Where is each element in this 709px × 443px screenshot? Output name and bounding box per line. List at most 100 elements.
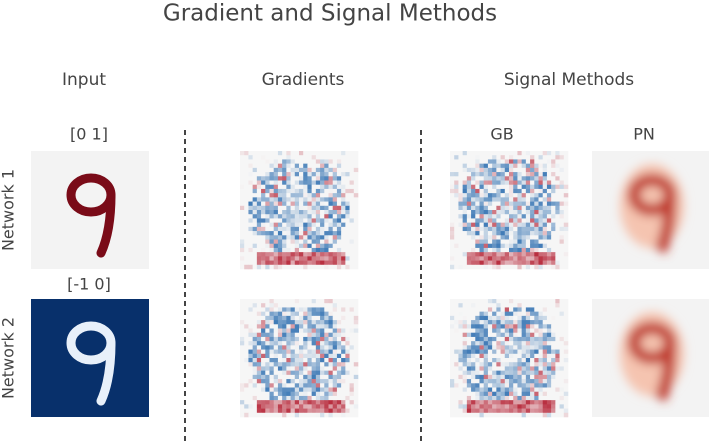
pixel	[273, 235, 279, 240]
pixel	[551, 299, 556, 304]
pixel	[261, 231, 266, 236]
pixel	[294, 252, 300, 257]
pixel	[534, 151, 539, 156]
pixel	[290, 231, 296, 236]
pixel	[538, 320, 544, 325]
pixel	[517, 155, 522, 160]
pixel	[492, 404, 497, 409]
pixel	[504, 231, 510, 236]
pixel	[345, 362, 350, 367]
pixel	[525, 332, 531, 338]
pixel	[324, 324, 329, 329]
pixel	[248, 151, 253, 156]
pixel	[479, 341, 485, 346]
pixel	[299, 176, 304, 181]
pixel	[311, 193, 317, 198]
pixel	[509, 315, 514, 321]
pixel	[475, 172, 480, 177]
pixel	[261, 341, 266, 346]
pixel	[475, 315, 480, 321]
pixel	[462, 311, 468, 317]
pixel	[462, 391, 468, 397]
pixel	[530, 299, 535, 304]
pixel	[450, 218, 455, 223]
pixel	[248, 358, 253, 363]
pixel	[504, 247, 510, 253]
pixel	[273, 243, 279, 249]
pixel	[458, 353, 463, 359]
pixel	[509, 210, 514, 215]
pixel	[466, 172, 472, 177]
pixel	[450, 167, 455, 173]
pixel	[341, 172, 346, 177]
pixel	[496, 239, 501, 245]
pixel	[542, 353, 548, 359]
pixel	[248, 311, 253, 317]
pixel	[341, 180, 346, 186]
pixel	[240, 374, 245, 380]
pixel	[252, 247, 258, 253]
pixel	[466, 315, 472, 321]
pixel	[504, 193, 510, 198]
pixel	[466, 345, 472, 350]
pixel	[475, 341, 480, 346]
pixel	[450, 358, 455, 363]
pixel	[252, 379, 258, 384]
pixel	[307, 201, 312, 207]
pixel	[261, 353, 266, 359]
pixel	[542, 226, 548, 232]
pixel	[265, 231, 270, 236]
pixel	[299, 172, 304, 177]
pixel	[492, 315, 497, 321]
pixel	[504, 358, 510, 363]
pixel	[458, 205, 463, 211]
pixel	[252, 222, 258, 228]
pixel	[542, 159, 548, 164]
pixel	[286, 395, 291, 401]
pixel	[450, 303, 455, 308]
pixel	[458, 176, 463, 181]
pixel	[538, 163, 544, 169]
pixel	[454, 315, 459, 321]
pixel	[513, 226, 518, 232]
pixel	[273, 226, 279, 232]
pixel	[336, 226, 342, 232]
pixel	[551, 180, 556, 186]
pixel	[265, 226, 270, 232]
pixel	[269, 235, 275, 240]
pixel	[530, 391, 535, 397]
pixel	[282, 391, 287, 397]
pixel	[307, 370, 312, 376]
pixel	[521, 332, 527, 338]
pixel	[294, 391, 300, 397]
pixel	[509, 218, 514, 223]
pixel	[496, 264, 501, 270]
pixel	[450, 210, 455, 215]
pixel	[462, 353, 468, 359]
pixel	[551, 264, 556, 270]
pixel	[286, 264, 291, 270]
pixel	[542, 391, 548, 397]
pixel	[261, 172, 266, 177]
pixel	[328, 408, 334, 414]
pixel	[299, 353, 304, 359]
pixel	[349, 353, 355, 359]
pixel	[471, 400, 476, 405]
pixel	[513, 193, 518, 198]
pixel	[471, 303, 476, 308]
pixel	[563, 320, 569, 325]
pixel	[500, 307, 506, 312]
pixel	[471, 226, 476, 232]
pixel	[345, 370, 350, 376]
pixel	[320, 247, 325, 253]
pixel	[555, 408, 560, 414]
pixel	[265, 205, 270, 211]
pixel	[269, 247, 275, 253]
pixel	[551, 387, 556, 393]
pixel	[504, 260, 510, 266]
pixel	[256, 345, 262, 350]
pixel	[244, 412, 249, 418]
pixel	[525, 201, 531, 207]
pixel	[500, 210, 506, 215]
pixel	[555, 341, 560, 346]
